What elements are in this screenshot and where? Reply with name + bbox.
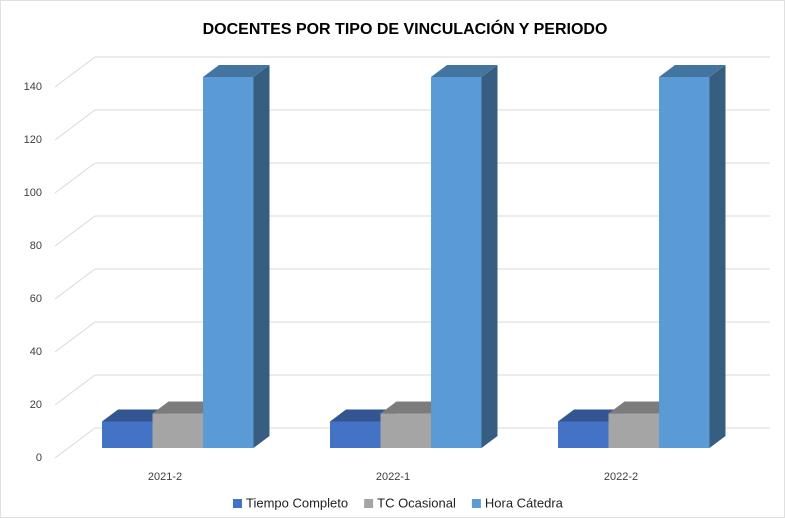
bar-top (558, 409, 625, 422)
bar (431, 65, 498, 448)
bar-side (481, 65, 498, 448)
y-tick-label: 100 (24, 187, 42, 199)
bar-top (380, 401, 447, 414)
bar-top (659, 65, 726, 77)
bar-front (558, 421, 609, 448)
chart-title: DOCENTES POR TIPO DE VINCULACIÓN Y PERIO… (203, 19, 608, 38)
bar-front (102, 421, 153, 448)
legend-label: Hora Cátedra (485, 495, 564, 510)
x-tick-label: 2022-2 (604, 471, 638, 483)
y-tick-label: 20 (30, 399, 42, 411)
legend-label: Tiempo Completo (246, 495, 348, 510)
grid-line (54, 321, 770, 353)
bar-front (608, 413, 659, 448)
y-tick-label: 60 (30, 293, 42, 305)
grid-line (54, 427, 770, 459)
grid-line (54, 162, 770, 194)
y-tick-label: 40 (30, 346, 42, 358)
bar-top (203, 65, 270, 77)
legend-swatch (364, 499, 374, 508)
bar-top (102, 409, 169, 422)
bar-top (608, 401, 675, 414)
x-tick-label: 2022-1 (376, 471, 410, 483)
grid-line (54, 56, 770, 88)
legend-swatch (233, 499, 242, 508)
y-tick-label: 140 (24, 81, 42, 93)
bar-front (203, 77, 254, 448)
bar-top (330, 409, 397, 422)
bar-top (152, 401, 219, 414)
bar-top (431, 65, 498, 77)
bar-front (659, 77, 710, 448)
bar-side (709, 65, 726, 448)
grid-line (54, 215, 770, 247)
bar (203, 65, 270, 448)
y-tick-label: 0 (36, 452, 42, 464)
y-tick-label: 120 (24, 134, 42, 146)
x-tick-label: 2021-2 (148, 471, 182, 483)
grid-line (54, 268, 770, 300)
bar-front (380, 413, 431, 448)
bar-side (253, 65, 270, 448)
bar-front (152, 413, 203, 448)
bar-front (431, 77, 482, 448)
legend-swatch (471, 499, 481, 508)
y-tick-label: 80 (30, 240, 42, 252)
grid-line (54, 109, 770, 141)
legend-label: TC Ocasional (377, 495, 456, 510)
grid-line (54, 374, 770, 406)
bar (659, 65, 726, 448)
bar-front (330, 421, 381, 448)
